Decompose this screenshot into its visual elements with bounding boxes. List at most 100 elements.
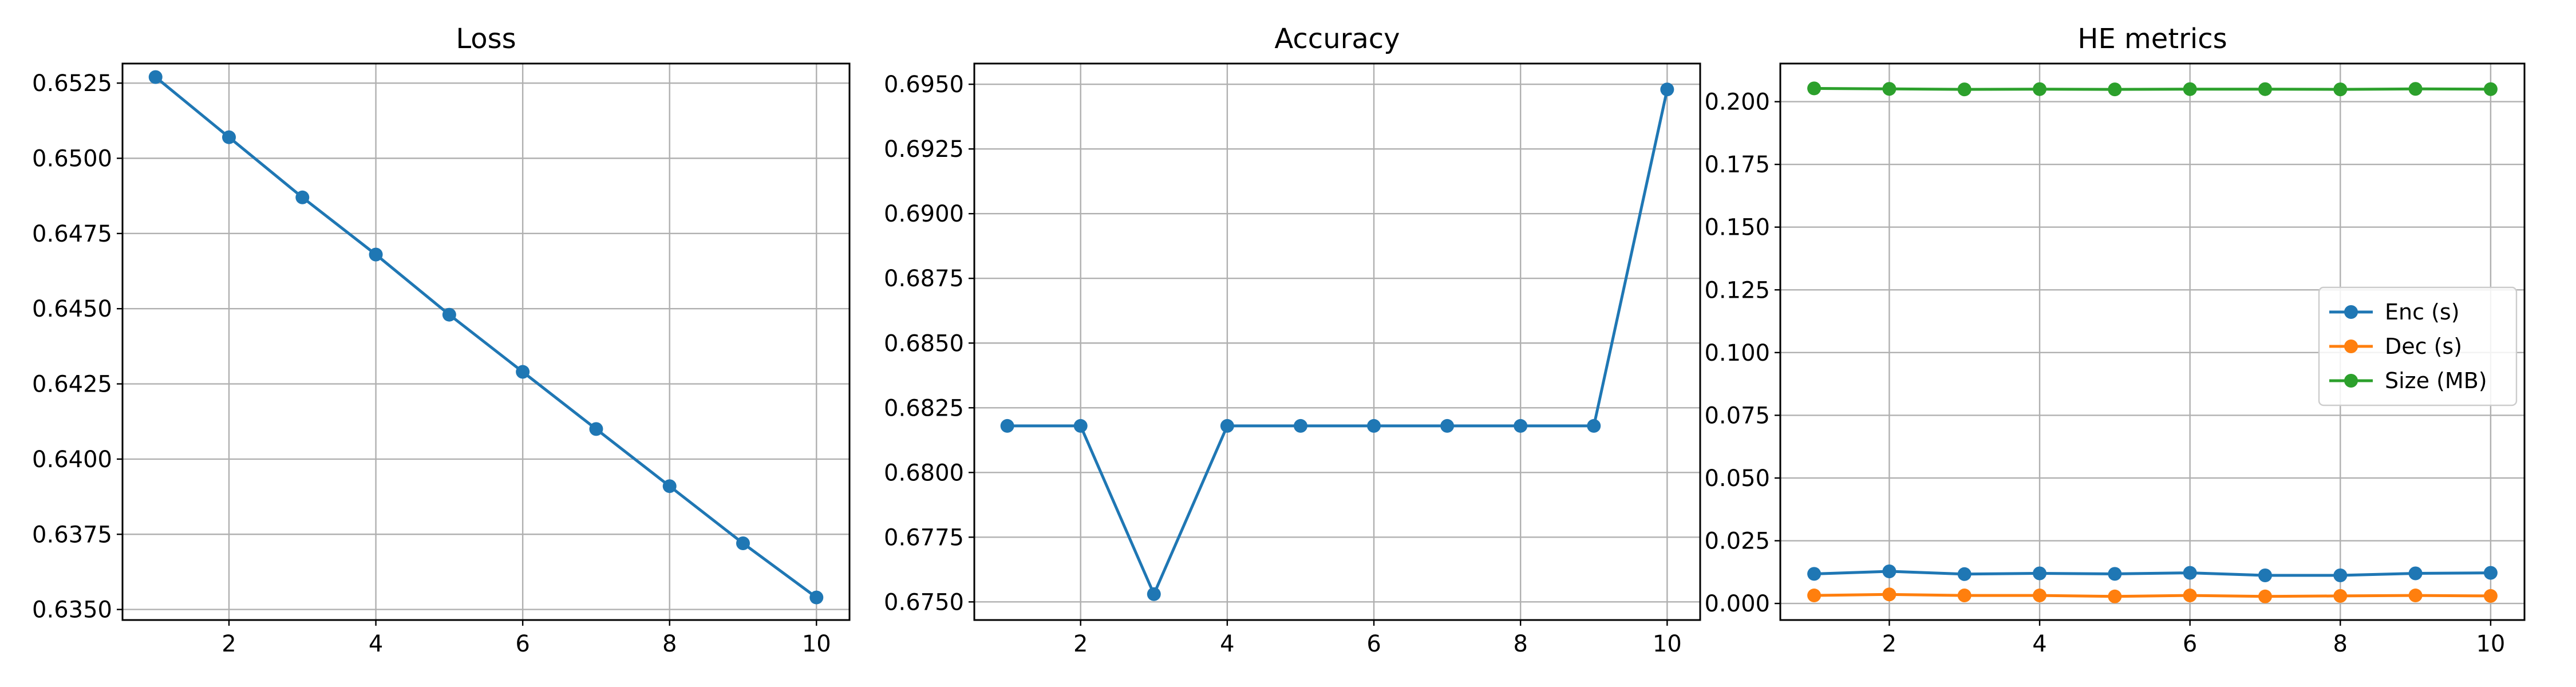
y-tick-label: 0.6925 [884,136,964,163]
data-point [2183,566,2197,580]
x-tick-label: 8 [2333,631,2348,657]
data-point [2108,589,2122,603]
data-point [2333,82,2348,97]
y-tick-label: 0.6450 [32,296,112,322]
data-point [589,422,603,436]
data-point [1807,567,1822,581]
data-point [1073,418,1088,433]
y-tick-label: 0.6900 [884,201,964,227]
legend-item: Enc (s) [2329,299,2460,325]
data-point [1807,81,1822,96]
data-point [2258,589,2272,603]
legend-marker [2344,374,2358,388]
data-point [1367,418,1381,433]
axes-frame [1779,62,2526,621]
y-tick-label: 0.025 [1704,528,1770,555]
data-point [809,590,824,605]
legend-label: Enc (s) [2385,299,2460,325]
x-tick-label: 6 [1366,631,1381,657]
y-tick-label: 0.6950 [884,72,964,98]
y-tick-label: 0.200 [1704,89,1770,116]
data-point [662,479,677,493]
x-tick-label: 8 [662,631,677,657]
y-tick-label: 0.6775 [884,524,964,551]
data-point [1514,418,1528,433]
data-point [1882,587,1897,602]
y-tick-label: 0.6425 [32,372,112,398]
x-tick-label: 2 [1073,631,1088,657]
data-point [1882,564,1897,578]
data-point [1660,82,1674,97]
y-tick-label: 0.100 [1704,340,1770,366]
data-point [2108,82,2122,97]
data-point [1882,82,1897,96]
data-point [2258,568,2272,582]
series-line [155,76,817,599]
data-point [516,365,530,379]
y-tick-label: 0.6475 [32,221,112,247]
data-point [1440,418,1455,433]
chart-title: Loss [456,23,516,55]
data-point [2333,589,2348,603]
y-tick-label: 0.6750 [884,589,964,615]
legend-box [2318,286,2518,406]
legend-item: Size (MB) [2329,368,2487,393]
loss-chart: Loss 2 4 6 8 10 0.6350 0.6375 0.6400 0.6425 0.645… [32,23,851,657]
x-tick-label: 2 [222,631,236,657]
data-point [2183,589,2197,603]
data-point [2033,589,2047,603]
data-point [2483,589,2498,603]
data-point [2033,82,2047,96]
data-point [1957,82,1971,97]
y-tick-label: 0.6825 [884,395,964,421]
legend: Enc (s) Dec (s) Size (MB) [2318,286,2518,406]
data-point [2483,82,2498,96]
series-line [1814,86,2491,91]
x-tick-label: 4 [369,631,383,657]
data-point [1957,567,1971,581]
data-point [2408,82,2423,96]
data-point [2408,589,2423,603]
x-tick-label: 6 [2183,631,2197,657]
x-tick-label: 8 [1513,631,1527,657]
data-point [2108,567,2122,581]
y-tick-label: 0.125 [1704,277,1770,303]
data-point [222,130,236,144]
legend-marker [2344,339,2358,353]
y-tick-label: 0.175 [1704,152,1770,178]
legend-label: Size (MB) [2385,368,2487,393]
y-tick-label: 0.150 [1704,215,1770,241]
data-point [1807,589,1822,603]
axes-frame [121,62,851,621]
y-tick-label: 0.6875 [884,266,964,292]
data-point [1147,587,1161,601]
y-tick-label: 0.6500 [32,146,112,172]
x-tick-label: 10 [2476,631,2505,657]
x-tick-label: 10 [802,631,831,657]
y-tick-label: 0.000 [1704,591,1770,617]
x-tick-label: 10 [1653,631,1682,657]
x-tick-label: 2 [1882,631,1897,657]
x-tick-label: 6 [515,631,530,657]
y-tick-label: 0.6400 [32,447,112,473]
x-tick-label: 4 [1220,631,1234,657]
legend-marker [2344,305,2358,319]
y-tick-label: 0.6525 [32,70,112,97]
y-tick-label: 0.6800 [884,460,964,486]
x-tick-label: 4 [2032,631,2046,657]
series-line [1007,89,1669,596]
y-tick-label: 0.6375 [32,522,112,548]
data-point [2408,566,2423,581]
y-tick-label: 0.050 [1704,465,1770,492]
data-point [1000,418,1014,433]
chart-title: Accuracy [1274,23,1400,55]
data-point [1293,418,1307,433]
data-point [442,307,456,322]
data-point [295,190,310,204]
data-point [2333,568,2348,582]
data-point [1587,418,1601,433]
data-point [1220,418,1234,433]
data-point [2033,566,2047,581]
y-tick-label: 0.6850 [884,330,964,357]
